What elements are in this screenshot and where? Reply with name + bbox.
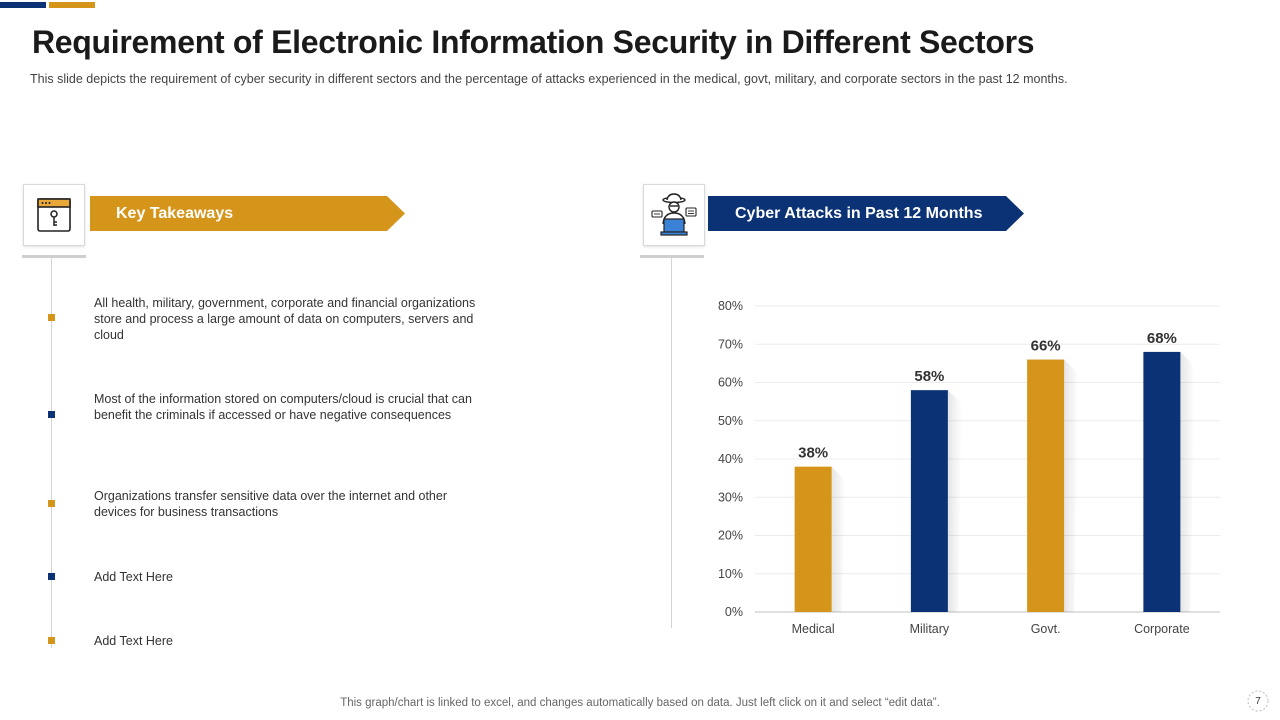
chart-bar-shadow [947, 390, 962, 612]
key-takeaways-banner: Key Takeaways [90, 196, 405, 231]
chart-bar [910, 390, 948, 612]
cyber-attacks-banner: Cyber Attacks in Past 12 Months [708, 196, 1024, 231]
footer-note: This graph/chart is linked to excel, and… [340, 697, 940, 709]
chart-y-tick-label: 20% [718, 529, 743, 543]
document-key-icon [37, 198, 71, 232]
chart-y-tick-label: 0% [725, 605, 743, 619]
chart-x-tick-label: Corporate [1134, 622, 1190, 636]
icon-box-underline [640, 255, 704, 258]
timeline-line [51, 258, 52, 648]
chart-y-tick-label: 60% [718, 376, 743, 390]
key-takeaways-icon-box [23, 184, 85, 246]
chart-bar [1143, 351, 1181, 612]
takeaway-item: All health, military, government, corpor… [94, 296, 476, 342]
chart-data-label: 58% [914, 368, 944, 385]
takeaway-item: Organizations transfer sensitive data ov… [94, 489, 447, 519]
chart-bar [1027, 359, 1065, 612]
accent-bar-navy [0, 2, 46, 8]
page-number: 7 [1255, 695, 1261, 707]
timeline-line [671, 258, 672, 628]
bullet-navy [48, 573, 55, 580]
chart-y-tick-label: 10% [718, 567, 743, 581]
takeaway-item: Most of the information stored on comput… [94, 392, 472, 422]
page-number-badge-icon [1247, 690, 1269, 712]
chart-y-tick-label: 70% [718, 337, 743, 351]
hacker-laptop-icon [651, 193, 697, 236]
chart-y-tick-label: 80% [718, 299, 743, 313]
bullet-gold [48, 637, 55, 644]
icon-box-underline [22, 255, 86, 258]
chart-bar-shadow [1064, 359, 1079, 612]
bullet-gold [48, 314, 55, 321]
bullet-gold [48, 500, 55, 507]
chart-y-tick-label: 30% [718, 490, 743, 504]
chart-y-tick-label: 50% [718, 414, 743, 428]
page-subtitle: This slide depicts the requirement of cy… [30, 72, 1068, 86]
chart-x-tick-label: Medical [792, 622, 835, 636]
cyber-attacks-bar-chart: 0% 10% 20% 30% 40% 50% 60% 70% 80% 38% Medical 58% M… [718, 299, 1220, 636]
chart-bar [794, 466, 832, 612]
page-number-badge: 7 [1244, 688, 1272, 714]
chart-bar-shadow [831, 466, 846, 612]
chart-x-tick-label: Military [910, 622, 950, 636]
page-title: Requirement of Electronic Information Se… [32, 24, 1035, 60]
chart-data-label: 68% [1147, 330, 1177, 347]
chart-bar-shadow [1180, 351, 1195, 612]
accent-bar-gold [49, 2, 95, 8]
chart-data-label: 66% [1031, 338, 1061, 355]
takeaway-item: Add Text Here [94, 570, 173, 584]
chart-x-tick-label: Govt. [1031, 622, 1061, 636]
bullet-navy [48, 411, 55, 418]
chart-data-label: 38% [798, 445, 828, 462]
takeaway-item: Add Text Here [94, 634, 173, 648]
cyber-attacks-icon-box [643, 184, 705, 246]
chart-y-tick-label: 40% [718, 452, 743, 466]
